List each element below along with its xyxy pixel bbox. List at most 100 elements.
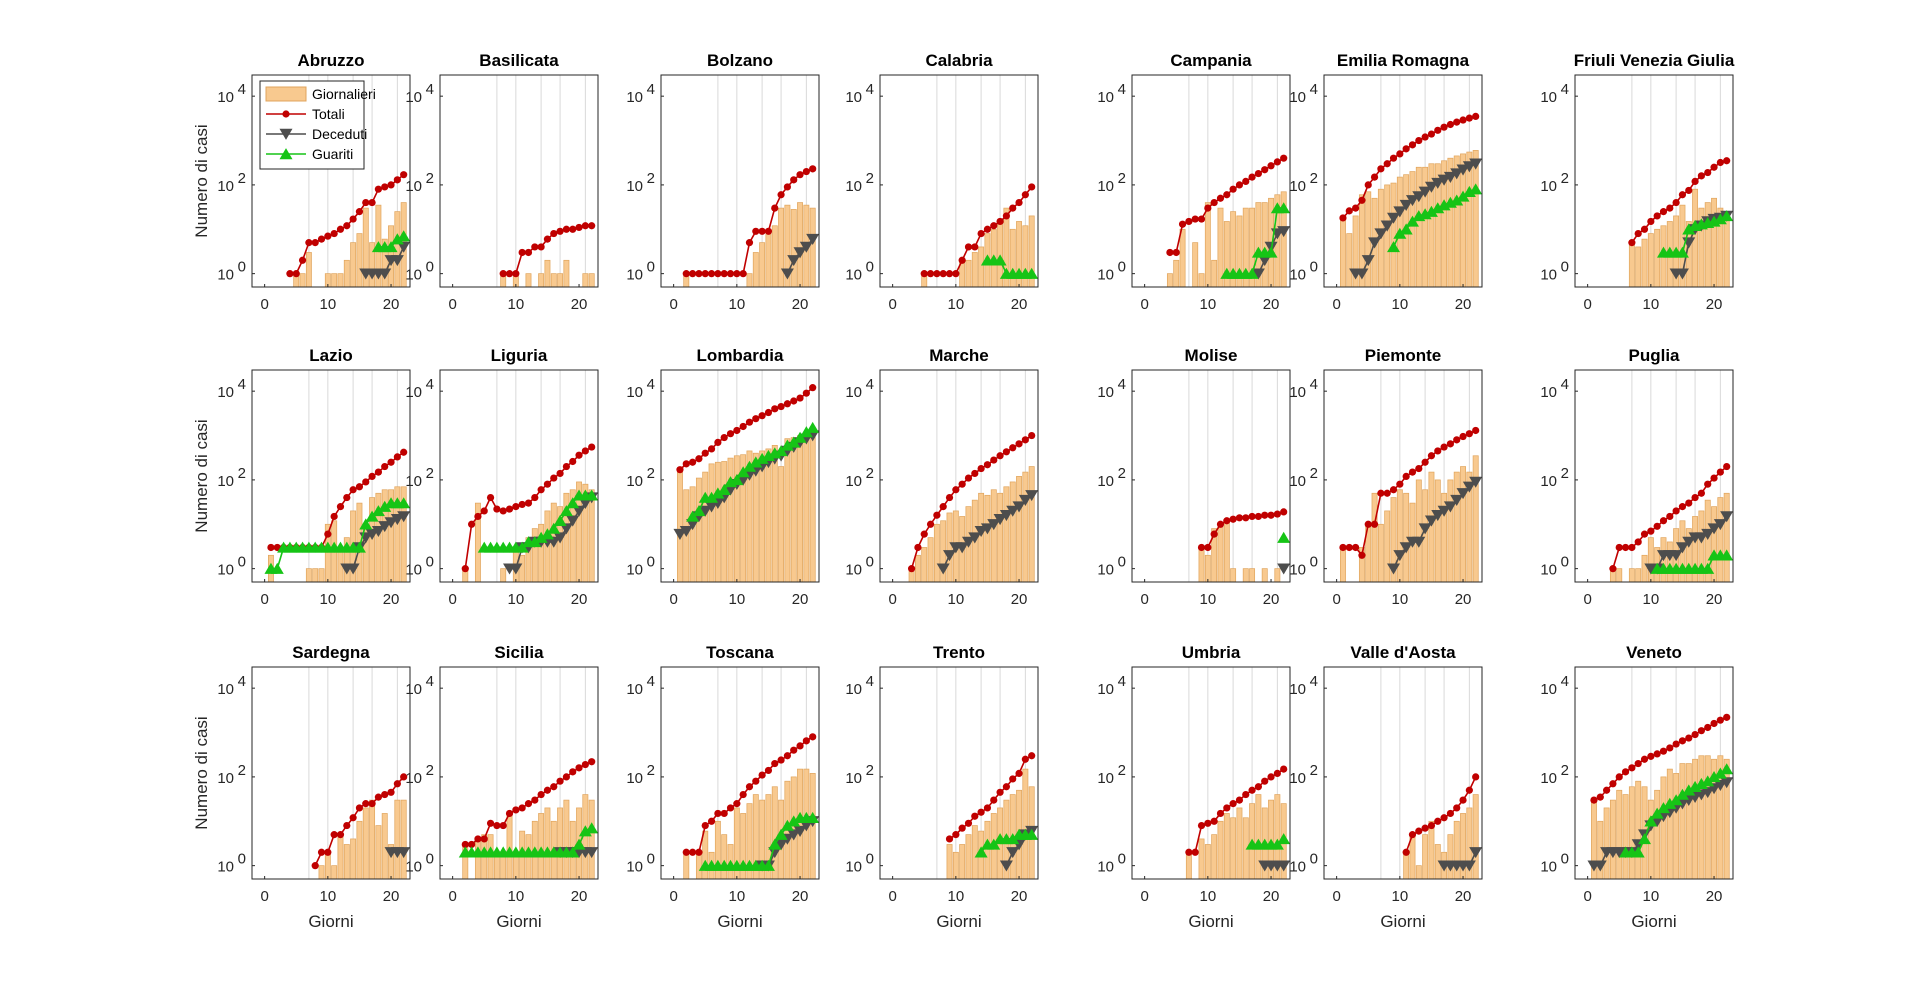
y-tick-exponent: 4 <box>647 673 655 690</box>
x-axis-label: Giorni <box>496 912 541 931</box>
bar-giornalieri <box>1217 523 1224 583</box>
y-tick-exponent: 4 <box>866 376 874 393</box>
point-totali <box>1421 458 1429 466</box>
bar-giornalieri <box>1211 259 1218 288</box>
point-totali <box>1691 493 1699 502</box>
bar-giornalieri <box>702 471 709 583</box>
y-tick-exponent: 0 <box>1561 554 1569 571</box>
panel-title: Friuli Venezia Giulia <box>1574 51 1735 70</box>
y-tick-exponent: 2 <box>1561 465 1569 482</box>
point-totali <box>1723 462 1731 471</box>
point-totali <box>550 474 558 482</box>
plot-frame <box>1323 666 1483 880</box>
point-guariti <box>768 838 782 850</box>
point-totali <box>977 229 985 238</box>
bar-giornalieri <box>946 844 953 880</box>
bar-giornalieri <box>1179 228 1186 288</box>
point-deceduti <box>1387 212 1401 224</box>
y-tick-label: 10 <box>845 473 862 490</box>
point-deceduti <box>559 523 573 535</box>
bar-giornalieri <box>695 851 702 880</box>
bar-giornalieri <box>1204 202 1211 288</box>
point-totali <box>1002 212 1011 220</box>
bar-giornalieri <box>337 273 344 288</box>
bar-giornalieri <box>1230 817 1237 880</box>
point-deceduti <box>999 510 1013 522</box>
point-deceduti <box>1374 228 1388 240</box>
point-totali <box>1666 204 1674 212</box>
point-totali <box>714 809 722 818</box>
bar-giornalieri <box>1685 528 1692 583</box>
bar-giornalieri <box>1255 794 1262 880</box>
x-tick-label: 0 <box>888 296 896 313</box>
point-totali <box>393 176 401 184</box>
point-totali <box>273 543 281 552</box>
bar-giornalieri <box>790 437 797 583</box>
point-totali <box>676 466 684 474</box>
point-totali <box>505 505 514 513</box>
legend-label: Giornalieri <box>312 86 376 102</box>
point-guariti <box>761 859 775 871</box>
point-totali <box>286 270 294 278</box>
point-deceduti <box>1424 515 1438 527</box>
x-axis-label: Giorni <box>936 912 981 931</box>
panel-title: Marche <box>929 346 989 365</box>
bar-giornalieri <box>1415 479 1422 583</box>
bar-giornalieri <box>683 851 690 880</box>
point-totali <box>764 408 773 417</box>
point-totali <box>689 458 697 466</box>
point-totali <box>958 480 966 488</box>
legend: Giornalieri Totali Deceduti Guariti <box>259 80 376 170</box>
point-totali <box>771 759 779 768</box>
point-guariti <box>1277 833 1291 845</box>
y-tick-label: 10 <box>845 681 862 698</box>
point-totali <box>1345 543 1353 552</box>
bar-giornalieri <box>1666 768 1673 880</box>
bar-giornalieri <box>1340 217 1346 288</box>
x-tick-label: 10 <box>319 296 336 313</box>
point-totali <box>1191 848 1199 856</box>
bar-giornalieri <box>1635 568 1642 583</box>
point-guariti <box>371 505 385 517</box>
y-tick-label: 10 <box>217 267 234 284</box>
point-totali <box>1339 543 1347 552</box>
point-totali <box>324 232 332 240</box>
point-totali <box>1015 769 1023 777</box>
point-totali <box>1267 773 1275 781</box>
y-tick-exponent: 2 <box>1118 762 1126 779</box>
point-deceduti <box>1713 519 1727 531</box>
bar-giornalieri <box>1016 476 1022 583</box>
x-tick-label: 10 <box>728 591 745 608</box>
point-totali <box>739 270 747 278</box>
point-totali <box>790 746 798 754</box>
point-totali <box>1685 186 1693 195</box>
point-totali <box>1009 444 1017 452</box>
bar-giornalieri <box>1698 755 1705 880</box>
point-totali <box>505 270 514 278</box>
x-tick-label: 20 <box>383 888 400 905</box>
point-totali <box>1242 790 1250 799</box>
point-totali <box>1596 793 1604 801</box>
point-deceduti <box>1443 501 1457 513</box>
point-totali <box>537 243 545 251</box>
y-tick-label: 10 <box>405 859 422 876</box>
y-tick-exponent: 4 <box>1310 81 1318 98</box>
bar-giornalieri <box>1647 537 1654 583</box>
point-totali <box>783 400 792 408</box>
point-totali <box>777 756 785 764</box>
point-deceduti <box>1412 191 1426 203</box>
point-totali <box>524 800 533 808</box>
bar-giornalieri <box>708 463 715 583</box>
point-totali <box>1640 755 1649 763</box>
bar-giornalieri <box>778 207 785 288</box>
point-deceduti <box>1701 528 1715 540</box>
point-totali <box>1465 430 1473 438</box>
bar-giornalieri <box>1236 807 1243 880</box>
plot-frame <box>879 369 1039 583</box>
point-totali <box>1370 520 1379 528</box>
point-totali <box>1261 777 1269 785</box>
point-deceduti <box>1450 168 1464 180</box>
point-deceduti <box>936 563 950 575</box>
bar-giornalieri <box>765 230 772 288</box>
x-tick-label: 0 <box>888 888 896 905</box>
